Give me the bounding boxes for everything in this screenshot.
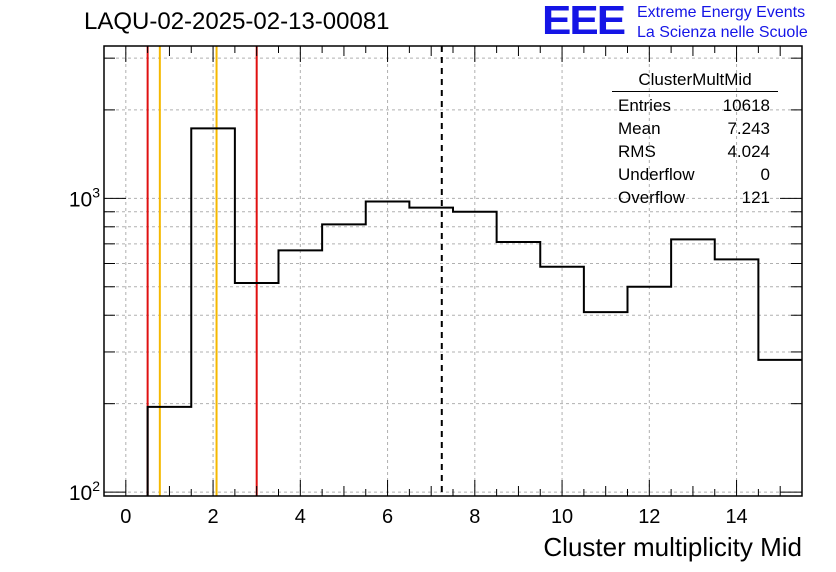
logo-caption-line-1: Extreme Energy Events (637, 4, 806, 21)
stats-label: RMS (618, 142, 656, 161)
logo-caption-line-2: La Scienza nelle Scuole (637, 24, 808, 41)
tick-labels: 0 2 4 6 8 10 12 14 102 103 (69, 184, 748, 528)
stats-value: 7.243 (727, 119, 770, 138)
y-tick-label: 103 (69, 184, 100, 211)
stats-row-rms: RMS 4.024 (612, 140, 778, 163)
stats-value: 121 (741, 188, 770, 207)
stats-box-title: ClusterMultMid (612, 70, 778, 92)
stats-row-entries: Entries 10618 (612, 94, 778, 117)
x-tick-label: 8 (469, 506, 480, 528)
x-tick-label: 0 (120, 506, 131, 528)
stats-label: Entries (618, 96, 671, 115)
x-tick-label: 4 (295, 506, 306, 528)
chart-title: LAQU-02-2025-02-13-00081 (84, 8, 390, 35)
x-tick-label: 12 (638, 506, 660, 528)
logo-caption: Extreme Energy Events La Scienza nelle S… (637, 3, 808, 43)
stats-row-mean: Mean 7.243 (612, 117, 778, 140)
histogram-outline (146, 127, 802, 496)
eee-logo: EEE (542, 0, 626, 44)
stats-row-underflow: Underflow 0 (612, 163, 778, 186)
x-tick-label: 6 (382, 506, 393, 528)
x-axis-label: Cluster multiplicity Mid (543, 532, 802, 562)
stats-value: 4.024 (727, 142, 770, 161)
stats-box: ClusterMultMid Entries 10618 Mean 7.243 … (612, 70, 778, 209)
stats-value: 0 (760, 165, 770, 184)
stats-label: Mean (618, 119, 661, 138)
x-tick-label: 14 (725, 506, 747, 528)
stats-value: 10618 (722, 96, 770, 115)
stats-label: Overflow (618, 188, 686, 207)
x-tick-label: 2 (208, 506, 219, 528)
x-tick-label: 10 (551, 506, 573, 528)
stats-label: Underflow (618, 165, 695, 184)
stats-row-overflow: Overflow 121 (612, 186, 778, 209)
y-tick-label: 102 (69, 478, 100, 505)
axis-ticks (103, 46, 803, 496)
